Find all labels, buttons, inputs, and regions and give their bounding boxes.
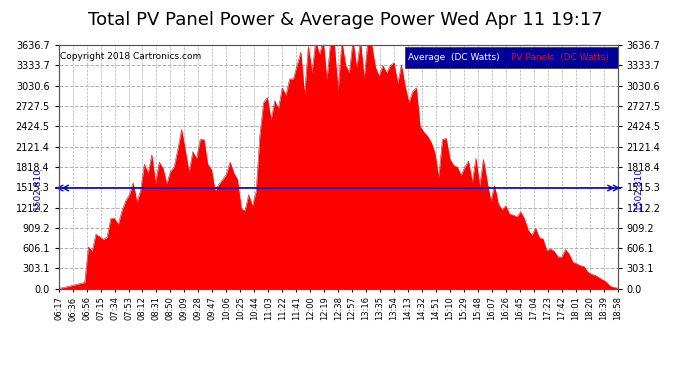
Text: Copyright 2018 Cartronics.com: Copyright 2018 Cartronics.com xyxy=(60,53,201,61)
Text: 1502.810: 1502.810 xyxy=(33,166,42,210)
Text: PV Panels  (DC Watts): PV Panels (DC Watts) xyxy=(511,53,609,62)
Text: 1502.810: 1502.810 xyxy=(634,166,643,210)
Text: Total PV Panel Power & Average Power Wed Apr 11 19:17: Total PV Panel Power & Average Power Wed… xyxy=(88,11,602,29)
FancyBboxPatch shape xyxy=(405,48,618,68)
Text: Average  (DC Watts): Average (DC Watts) xyxy=(408,53,500,62)
